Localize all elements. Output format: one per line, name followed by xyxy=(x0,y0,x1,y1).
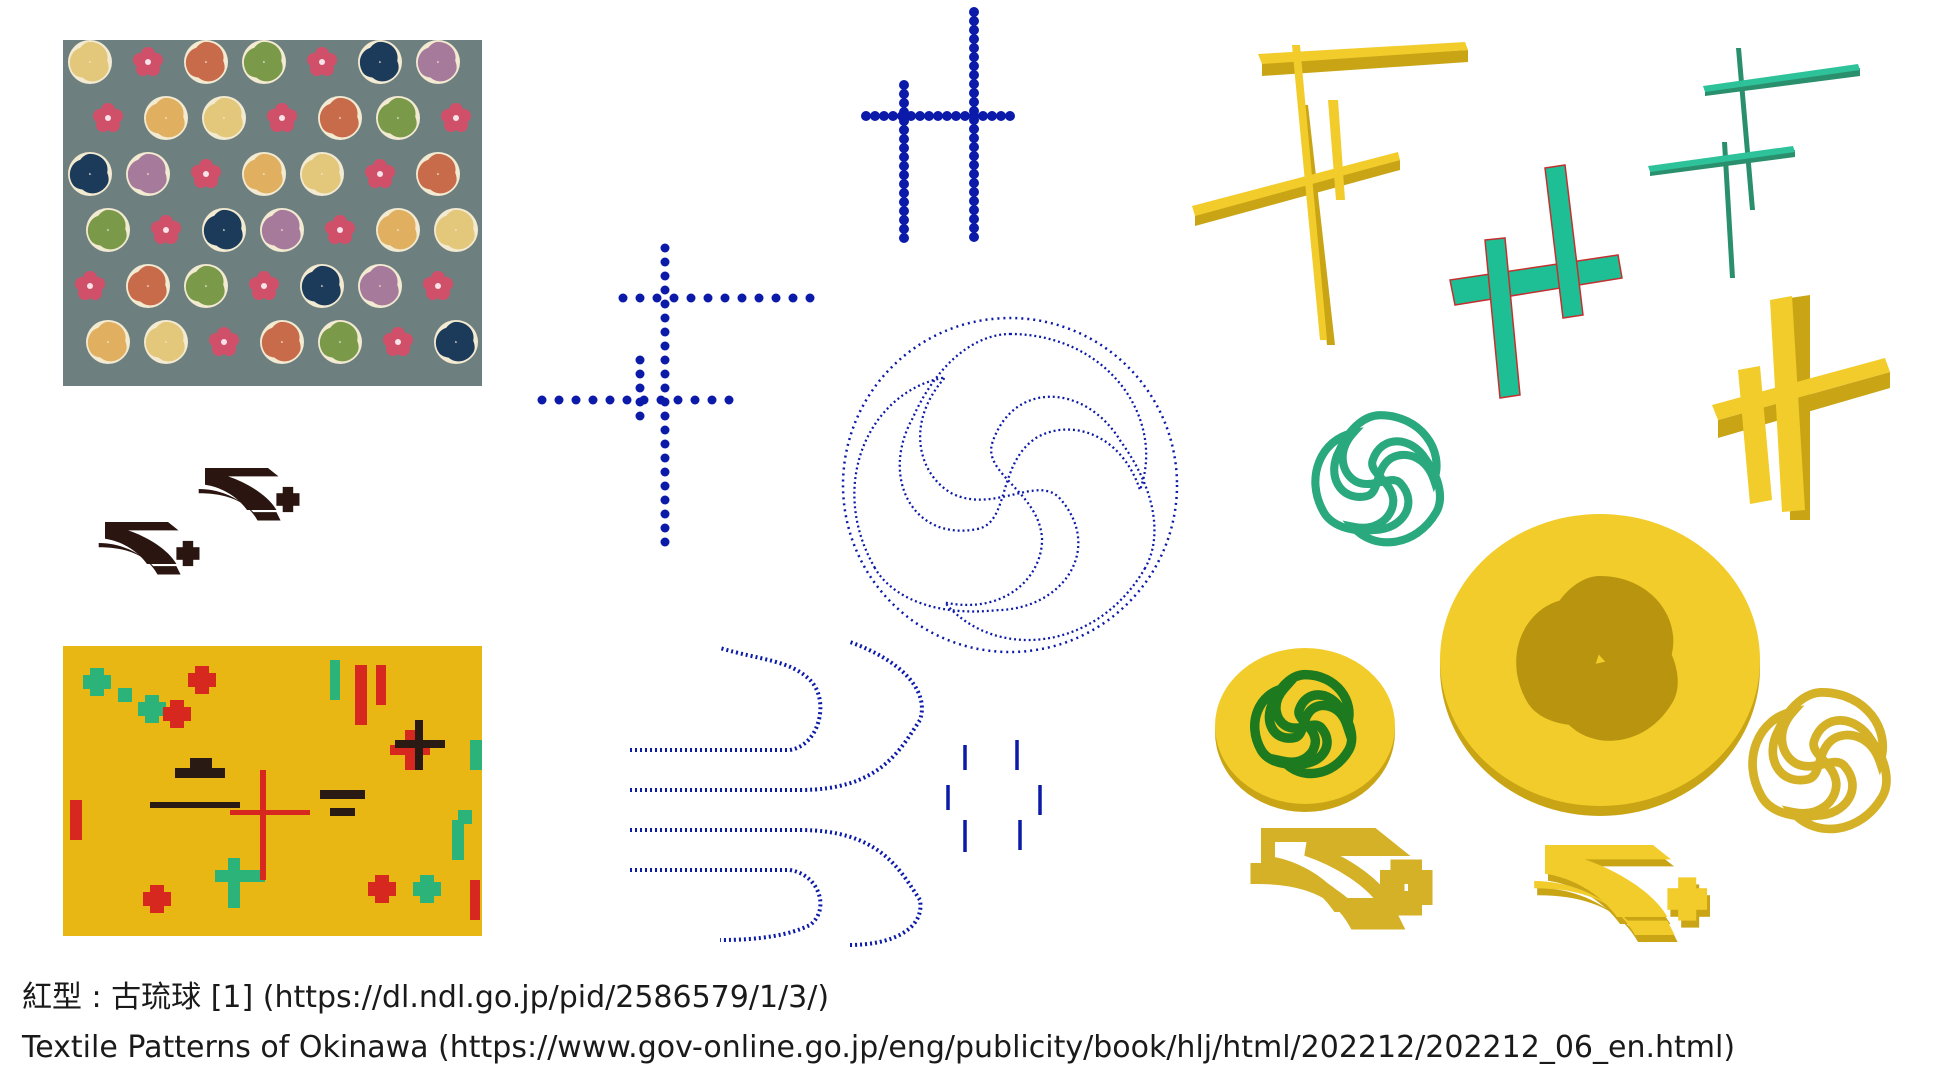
caption-source-ndl: 紅型 : 古琉球 [1] (https://dl.ndl.go.jp/pid/2… xyxy=(22,980,830,1015)
dotted-swallow xyxy=(630,640,1042,947)
gold-tomoe-disc-large xyxy=(1440,514,1760,816)
textile-tomoe-photo xyxy=(63,40,482,386)
dotted-cross-top xyxy=(861,7,1015,243)
swallow-motif-small xyxy=(98,468,300,575)
textile-yellow-photo xyxy=(63,646,482,936)
gold-disc-green-tomoe xyxy=(1215,648,1395,812)
caption-source-gov-online: Textile Patterns of Okinawa (https://www… xyxy=(22,1030,1736,1065)
gold-tomoe-outline xyxy=(1731,692,1907,849)
gold-swallow-outline xyxy=(1258,835,1426,923)
gold-cross-block xyxy=(1712,295,1890,520)
teal-tomoe-ring xyxy=(1296,415,1459,561)
dotted-cross-mid xyxy=(537,243,815,547)
dotted-tomoe-circle xyxy=(805,316,1202,688)
gold-cross-large xyxy=(1192,42,1468,345)
teal-cross-thick xyxy=(1449,164,1623,399)
teal-cross-thin xyxy=(1648,48,1860,278)
gold-swallow-solid xyxy=(1534,845,1710,942)
